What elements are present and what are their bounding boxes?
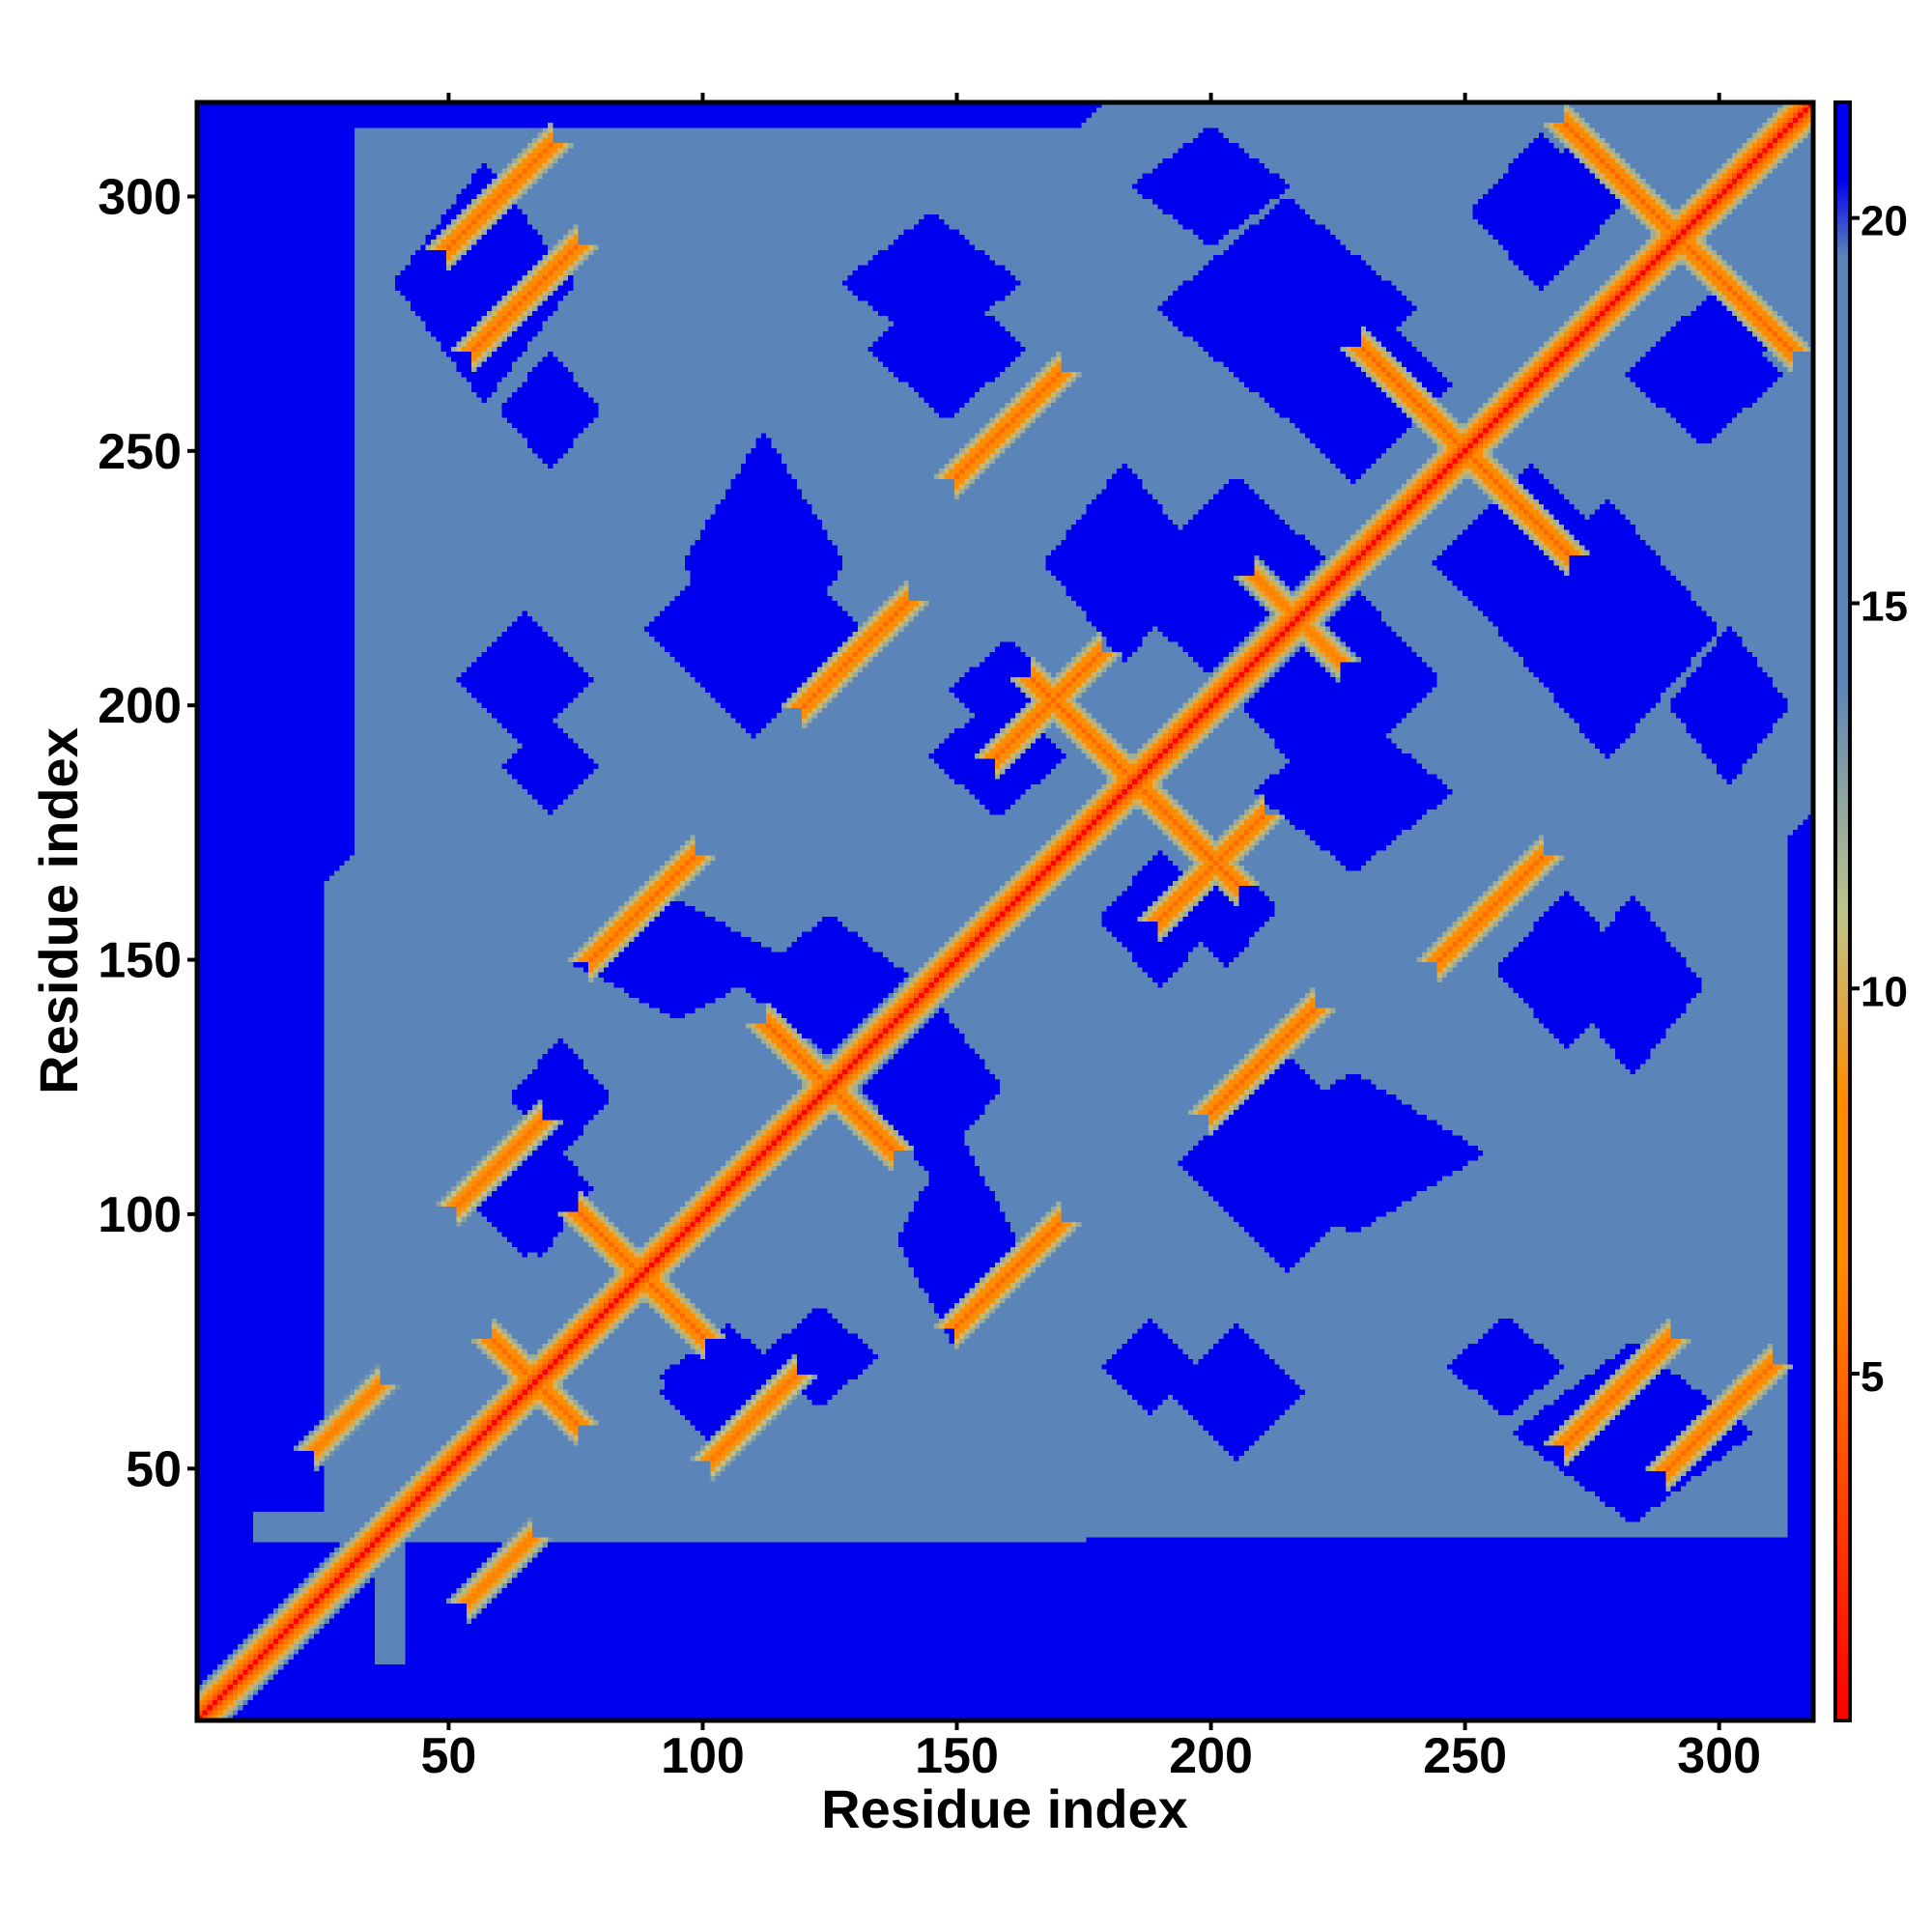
heatmap-image	[197, 102, 1813, 1720]
y-tick-label: 50	[126, 1441, 182, 1497]
y-tick-label: 250	[98, 424, 182, 480]
y-tick-label: 200	[98, 678, 182, 734]
x-tick-label: 50	[420, 1728, 476, 1784]
x-axis-title: Residue index	[821, 1778, 1188, 1839]
y-axis-title: Residue index	[28, 727, 89, 1094]
x-tick-label: 150	[915, 1728, 999, 1784]
x-tick-label: 100	[661, 1728, 745, 1784]
colorbar-gradient	[1833, 100, 1852, 1722]
colorbar-tick-label: 10	[1861, 968, 1908, 1015]
plot-frame	[194, 99, 1816, 1723]
colorbar: 5 10 15 20	[1833, 100, 1908, 1722]
x-axis: 50 100 150 200 250 300	[420, 93, 1761, 1784]
colorbar-ticks: 5 10 15 20	[1850, 198, 1908, 1401]
x-tick-label: 300	[1677, 1728, 1761, 1784]
colorbar-tick-label: 15	[1861, 582, 1908, 630]
heatmap-plot-area	[197, 102, 1813, 1720]
y-axis: 50 100 150 200 250 300	[98, 169, 197, 1497]
y-tick-label: 300	[98, 169, 182, 225]
colorbar-tick-label: 5	[1861, 1353, 1884, 1401]
x-tick-label: 250	[1423, 1728, 1507, 1784]
y-tick-label: 100	[98, 1187, 182, 1243]
x-tick-label: 200	[1169, 1728, 1253, 1784]
y-tick-label: 150	[98, 933, 182, 989]
colorbar-tick-label: 20	[1861, 198, 1908, 245]
